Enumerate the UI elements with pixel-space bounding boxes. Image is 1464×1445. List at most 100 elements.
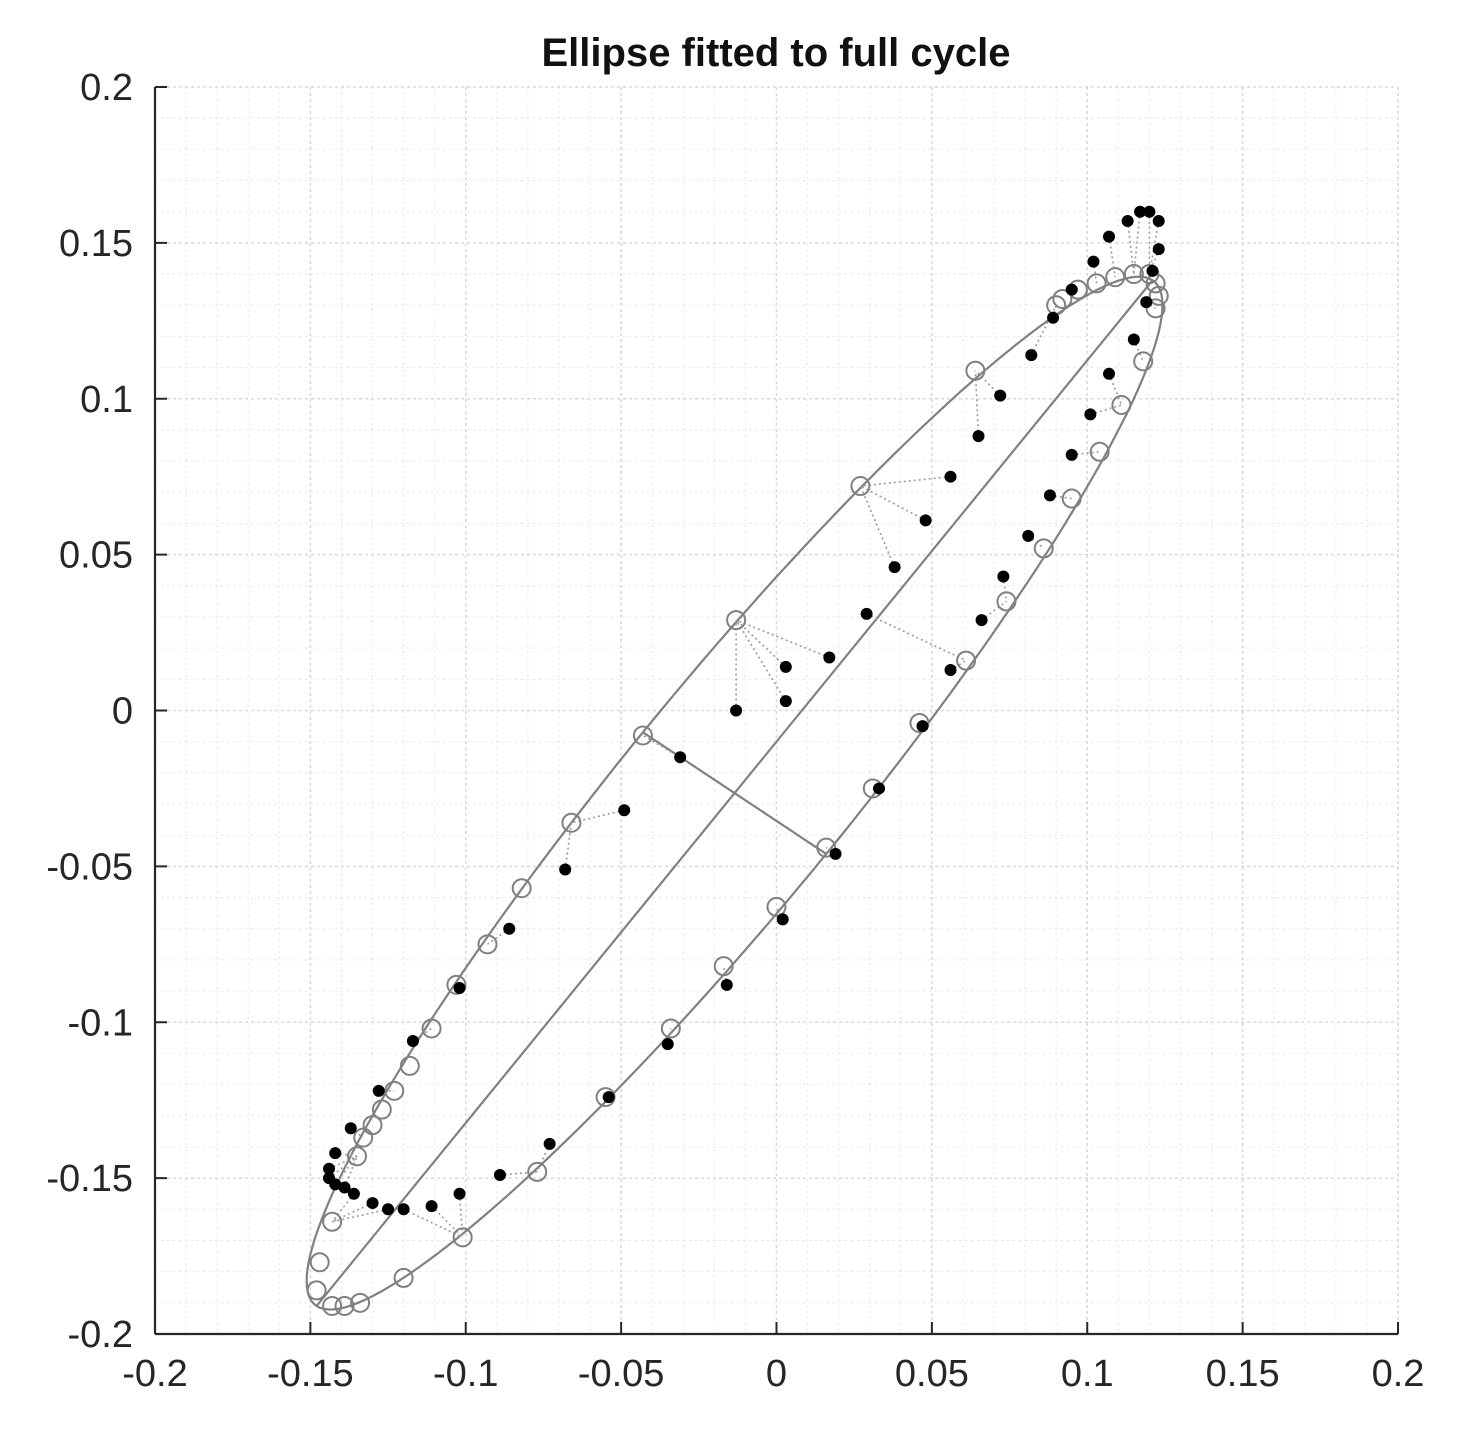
measured-point xyxy=(453,981,466,994)
measured-point xyxy=(618,804,631,817)
measured-point xyxy=(323,1162,336,1175)
y-tick-label: -0.05 xyxy=(46,846,133,888)
residual-link xyxy=(1133,339,1144,362)
x-tick-label: -0.15 xyxy=(267,1353,354,1395)
fitted-point xyxy=(1086,273,1107,294)
fitted-point xyxy=(1089,441,1110,462)
measured-point xyxy=(1084,408,1097,421)
fitted-point xyxy=(334,1295,355,1316)
measured-point xyxy=(823,651,836,664)
fitted-point xyxy=(384,1080,405,1101)
residual-link xyxy=(974,370,980,437)
fitted-point xyxy=(346,1146,367,1167)
measured-point xyxy=(543,1137,556,1150)
measured-point xyxy=(329,1147,342,1160)
x-tick-label: 0 xyxy=(766,1353,787,1395)
grid xyxy=(154,86,1399,1335)
residual-link xyxy=(431,1205,464,1238)
residual-link xyxy=(1126,220,1135,275)
measured-point xyxy=(1152,243,1165,256)
x-tick-label: 0.15 xyxy=(1206,1353,1280,1395)
residual-link xyxy=(403,1208,463,1239)
residual-link xyxy=(331,1202,373,1223)
measured-point xyxy=(347,1187,360,1200)
x-tick-label: 0.2 xyxy=(1372,1353,1425,1395)
residual-link xyxy=(1027,535,1045,550)
fitted-point xyxy=(511,878,532,899)
fitted-point xyxy=(1061,488,1082,509)
fitted-point xyxy=(726,610,747,631)
y-tick-label: 0.1 xyxy=(80,379,133,421)
fitted-point xyxy=(399,1055,420,1076)
measured-point xyxy=(888,561,901,574)
measured-point xyxy=(453,1187,466,1200)
fitted-point xyxy=(527,1161,548,1182)
measured-points xyxy=(323,205,1165,1216)
measured-point xyxy=(720,978,733,991)
residual-link xyxy=(642,734,681,758)
residual-link xyxy=(499,1171,538,1176)
fitted-point xyxy=(1148,285,1169,306)
measured-point xyxy=(493,1169,506,1182)
y-tick-label: 0.2 xyxy=(80,67,133,109)
measured-point xyxy=(372,1084,385,1097)
residual-link xyxy=(458,1193,464,1238)
fitted-point xyxy=(322,1211,343,1232)
measured-point xyxy=(1087,255,1100,268)
residual-link xyxy=(735,619,787,702)
fitted-point xyxy=(353,1127,374,1148)
fitted-point xyxy=(1105,267,1126,288)
measured-point xyxy=(972,430,985,443)
residual-link xyxy=(735,619,787,668)
measured-point xyxy=(776,913,789,926)
measured-point xyxy=(559,863,572,876)
residual-link xyxy=(860,485,927,522)
fitted-point xyxy=(393,1267,414,1288)
fitted-point xyxy=(996,591,1017,612)
fitted-point xyxy=(909,712,930,733)
measured-point xyxy=(919,514,932,527)
measured-point xyxy=(1025,349,1038,362)
measured-point xyxy=(406,1034,419,1047)
measured-point xyxy=(860,607,873,620)
fitted-point xyxy=(660,1018,681,1039)
measured-point xyxy=(344,1122,357,1135)
measured-point xyxy=(975,614,988,627)
measured-point xyxy=(829,847,842,860)
fitted-ellipse xyxy=(305,275,1164,1311)
fitted-point xyxy=(446,974,467,995)
residual-link xyxy=(412,1027,433,1042)
fitted-point xyxy=(421,1018,442,1039)
residual-link xyxy=(950,659,967,671)
fitted-point xyxy=(956,650,977,671)
y-tick-label: -0.2 xyxy=(68,1314,133,1356)
fitted-point xyxy=(371,1099,392,1120)
residual-link xyxy=(866,613,967,662)
fitted-point xyxy=(1052,288,1073,309)
y-tick-label: 0 xyxy=(112,691,133,733)
fitted-point xyxy=(766,896,787,917)
point-links xyxy=(328,211,1160,1239)
fitted-point xyxy=(1033,538,1054,559)
chart-title: Ellipse fitted to full cycle xyxy=(542,31,1011,75)
measured-point xyxy=(730,704,743,717)
x-tick-label: -0.05 xyxy=(578,1353,665,1395)
y-tick-label: -0.1 xyxy=(68,1002,133,1044)
y-tick-labels: -0.2 -0.15 -0.1 -0.05 0 0.05 0.1 0.15 0.2 xyxy=(46,67,133,1356)
fitted-point xyxy=(350,1292,371,1313)
measured-point xyxy=(1065,283,1078,296)
measured-point xyxy=(382,1203,395,1216)
residual-link xyxy=(1108,236,1117,278)
fitted-point xyxy=(1145,298,1166,319)
measured-point xyxy=(602,1091,615,1104)
fitted-point xyxy=(322,1295,343,1316)
measured-point xyxy=(944,663,957,676)
residual-link xyxy=(722,966,728,985)
measured-point xyxy=(1065,448,1078,461)
measured-point xyxy=(997,570,1010,583)
residual-link xyxy=(1092,261,1098,284)
fitted-point xyxy=(477,934,498,955)
fitted-point xyxy=(306,1280,327,1301)
measured-point xyxy=(1043,489,1056,502)
